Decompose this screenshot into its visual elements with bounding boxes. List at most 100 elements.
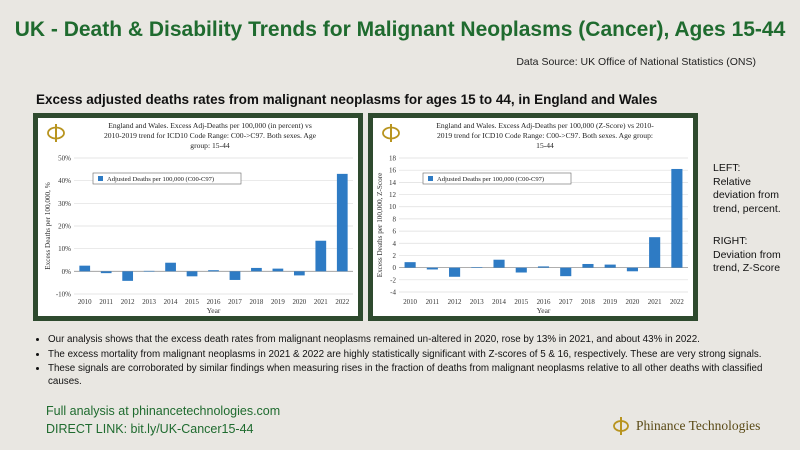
direct-link[interactable]: DIRECT LINK: bit.ly/UK-Cancer15-44 (46, 422, 254, 436)
x-tick-label: 2018 (250, 299, 264, 306)
y-tick-label: 0% (62, 268, 72, 276)
legend-box (422, 172, 572, 185)
x-tick-label: 2018 (581, 299, 595, 306)
section-subtitle: Excess adjusted deaths rates from malign… (36, 92, 658, 107)
analysis-link[interactable]: Full analysis at phinancetechnologies.co… (46, 404, 281, 418)
x-tick-label: 2015 (185, 299, 199, 306)
x-tick-label: 2021 (314, 299, 328, 306)
x-tick-label: 2011 (426, 299, 440, 306)
bar (229, 271, 241, 280)
bar (537, 266, 550, 268)
x-tick-label: 2014 (492, 299, 506, 306)
y-tick-label: 8 (393, 215, 397, 223)
y-tick-label: -4 (390, 289, 396, 297)
left-note: LEFT: Relative deviation from trend, per… (713, 162, 793, 216)
phi-logo-icon (382, 124, 400, 142)
y-tick-label: -2 (390, 276, 396, 284)
x-tick-label: 2010 (78, 299, 92, 306)
x-tick-label: 2011 (99, 299, 113, 306)
x-tick-label: 2013 (142, 299, 156, 306)
y-tick-label: 20% (58, 223, 71, 231)
x-tick-label: 2022 (335, 299, 349, 306)
bar (493, 259, 505, 268)
chart-title-line: group: 15-44 (190, 141, 230, 150)
bar (449, 267, 461, 277)
phi-logo-icon (47, 124, 65, 142)
x-tick-label: 2012 (448, 299, 462, 306)
right-chart: England and Wales. Excess Adj-Deaths per… (376, 121, 688, 315)
bar (251, 267, 262, 272)
bar (208, 270, 219, 272)
y-tick-label: 30% (58, 200, 71, 208)
bar (143, 270, 155, 272)
bar (100, 271, 112, 274)
left-chart: England and Wales. Excess Adj-Deaths per… (44, 121, 353, 315)
chart-title-line: England and Wales. Excess Adj-Deaths per… (108, 121, 312, 130)
x-axis-label: Year (207, 306, 221, 315)
x-tick-label: 2016 (207, 299, 221, 306)
x-tick-label: 2010 (403, 299, 417, 306)
x-tick-label: 2019 (603, 299, 617, 306)
bar (336, 173, 348, 272)
chart-title-line: 2019 trend for ICD10 Code Range: C00->C9… (437, 131, 653, 140)
x-tick-label: 2014 (164, 299, 178, 306)
phi-logo-icon (613, 417, 629, 435)
chart-title-line: England and Wales. Excess Adj-Deaths per… (436, 121, 654, 130)
legend-swatch (98, 176, 103, 181)
legend-swatch (428, 176, 433, 181)
right-note-text: Deviation from trend, Z-Score (713, 248, 781, 275)
y-axis-label: Excess Deaths per 100,000, Z-Score (376, 173, 384, 278)
x-tick-label: 2016 (537, 299, 551, 306)
legend-label: Adjusted Deaths per 100,000 (C00-C97) (437, 176, 544, 183)
brand-name: Phinance Technologies (636, 418, 761, 433)
bar (626, 267, 638, 272)
right-note: RIGHT: Deviation from trend, Z-Score (713, 235, 793, 276)
left-note-text: Relative deviation from trend, percent. (713, 175, 781, 215)
x-tick-label: 2012 (121, 299, 135, 306)
bar (471, 267, 483, 268)
x-tick-label: 2020 (626, 299, 640, 306)
y-tick-label: -10% (56, 291, 71, 299)
bar (315, 240, 327, 272)
y-tick-label: 2 (393, 252, 397, 260)
y-tick-label: 0 (393, 264, 397, 272)
bar (515, 267, 527, 273)
x-tick-label: 2015 (514, 299, 528, 306)
y-tick-label: 4 (393, 240, 397, 248)
y-tick-label: 50% (58, 155, 71, 163)
left-note-label: LEFT: (713, 162, 741, 174)
y-axis-label: Excess Deaths per 100,000, % (44, 182, 52, 269)
bar (272, 268, 284, 272)
y-tick-label: 16 (389, 167, 397, 175)
bar (186, 271, 198, 277)
x-axis-label: Year (537, 306, 551, 315)
y-tick-label: 14 (389, 179, 397, 187)
bar (604, 264, 616, 268)
right-chart-panel: England and Wales. Excess Adj-Deaths per… (368, 113, 698, 321)
legend-box (92, 172, 242, 185)
x-tick-label: 2022 (670, 299, 684, 306)
bar (671, 168, 683, 268)
brand: Phinance Technologies (612, 416, 760, 436)
y-tick-label: 40% (58, 177, 71, 185)
bar (165, 262, 176, 272)
data-source: Data Source: UK Office of National Stati… (516, 56, 756, 68)
y-tick-label: 10 (389, 203, 397, 211)
left-chart-panel: England and Wales. Excess Adj-Deaths per… (33, 113, 363, 321)
y-tick-label: 10% (58, 245, 71, 253)
x-tick-label: 2019 (271, 299, 285, 306)
y-tick-label: 18 (389, 155, 397, 163)
x-tick-label: 2020 (292, 299, 306, 306)
bar (404, 262, 416, 268)
y-tick-label: 6 (393, 228, 397, 236)
chart-title-line: 2010-2019 trend for ICD10 Code Range: C0… (104, 131, 317, 140)
bar (560, 267, 572, 277)
x-tick-label: 2013 (470, 299, 484, 306)
y-tick-label: 12 (389, 191, 397, 199)
bar (122, 271, 134, 281)
right-note-label: RIGHT: (713, 235, 748, 247)
bar (582, 263, 594, 268)
legend-label: Adjusted Deaths per 100,000 (C00-C97) (107, 176, 214, 183)
chart-title-line: 15-44 (536, 141, 554, 150)
page-title: UK - Death & Disability Trends for Malig… (14, 18, 786, 41)
